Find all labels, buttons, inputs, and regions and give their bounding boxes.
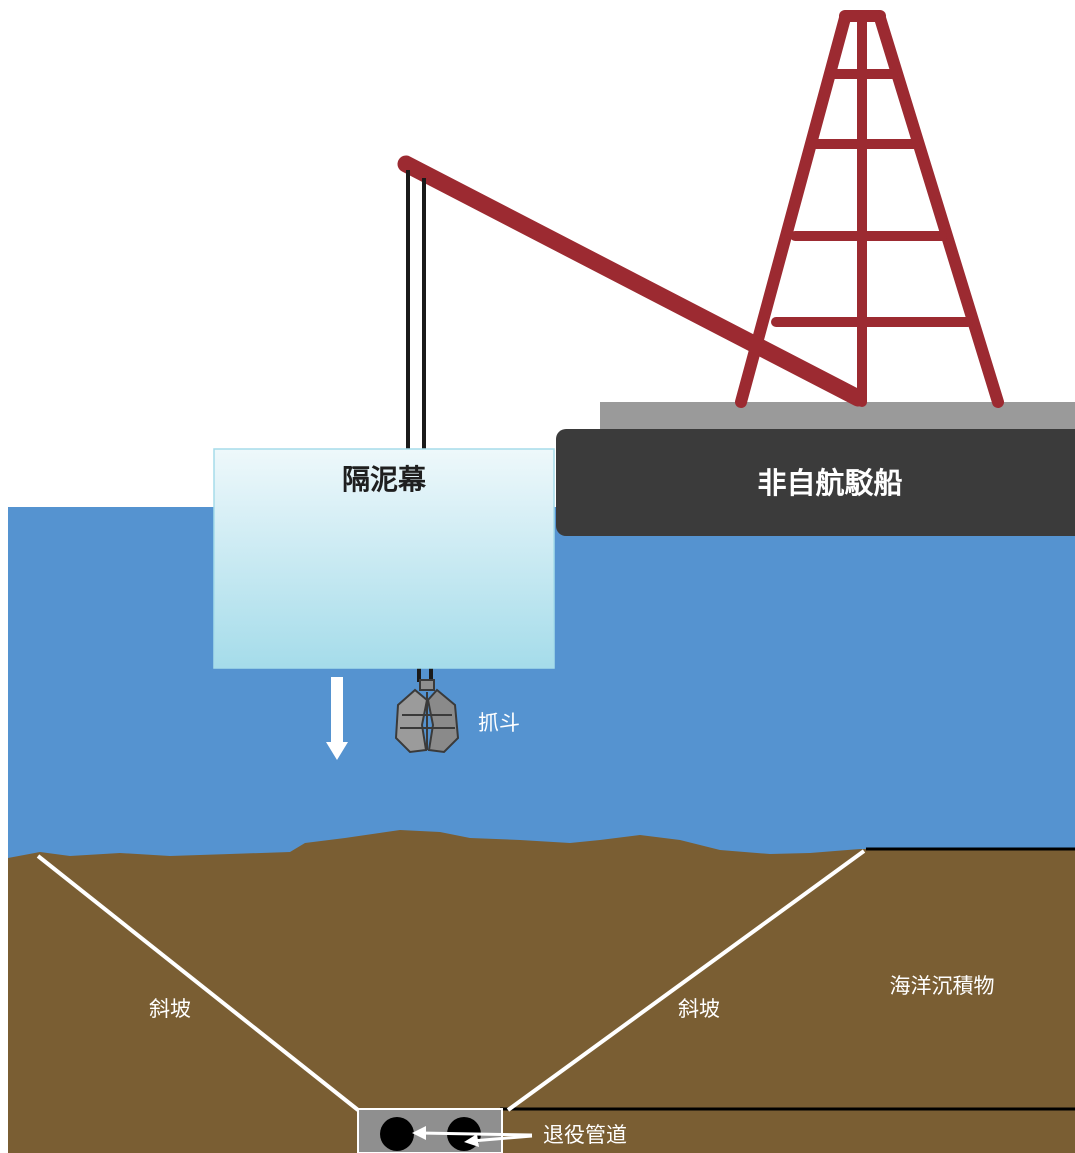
silt-curtain: [213, 448, 555, 669]
barge-label: 非自航駁船: [757, 466, 902, 500]
crane-tower: [735, 10, 1004, 408]
pipe-circle: [380, 1117, 414, 1151]
slope-label-left: 斜坡: [149, 997, 191, 1021]
crane-boom: [397, 155, 867, 407]
seabed: [8, 830, 1075, 1153]
down-arrow-icon: [326, 677, 348, 760]
silt-curtain-label: 隔泥幕: [342, 463, 427, 496]
pipeline-label: 退役管道: [543, 1123, 627, 1147]
grab-bucket-icon: [394, 679, 460, 754]
slope-line-right: [506, 849, 866, 1112]
left-arrow-icon: [412, 1126, 533, 1147]
marine-sediment-label: 海洋沉積物: [890, 974, 995, 998]
barge-hull: [556, 429, 1075, 536]
grab-label: 抓斗: [478, 711, 520, 735]
slope-line-left: [36, 854, 360, 1112]
barge-deck: [600, 402, 1075, 430]
slope-label-right: 斜坡: [678, 997, 720, 1021]
